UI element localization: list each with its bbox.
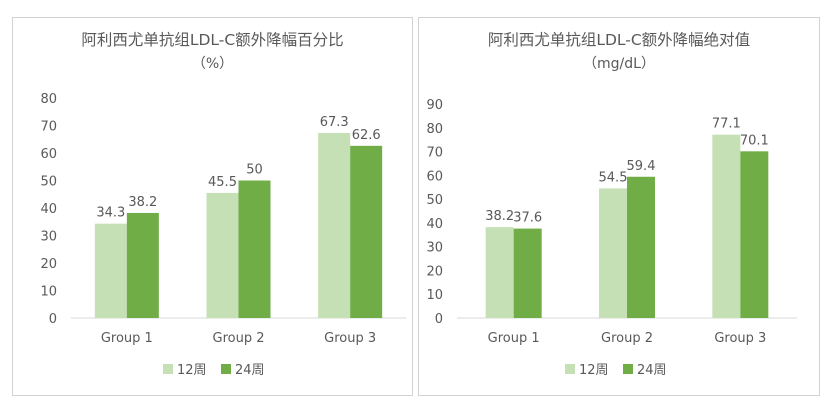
x-tick-label: Group 2 <box>213 331 265 346</box>
chart-title-text: 阿利西尤单抗组LDL-C额外降幅绝对值 <box>487 31 751 49</box>
chart-panel-percent: 阿利西尤单抗组LDL-C额外降幅百分比 （%） 0 10 20 30 40 50 60 70 8… <box>12 17 413 396</box>
bar-24w <box>627 176 655 318</box>
y-tick-label: 70 <box>426 146 443 161</box>
data-label: 38.2 <box>128 195 157 210</box>
chart-title-text: 阿利西尤单抗组LDL-C额外降幅百分比 <box>81 31 344 49</box>
chart-title: 阿利西尤单抗组LDL-C额外降幅绝对值 （mg/dL） <box>419 28 819 76</box>
bar-12w <box>712 134 741 318</box>
bar-12w <box>206 192 239 318</box>
x-tick-label: Group 1 <box>101 331 153 346</box>
bar-24w <box>740 151 769 318</box>
y-tick-label: 10 <box>40 285 57 300</box>
x-tick-label: Group 1 <box>488 331 540 346</box>
y-tick-label: 20 <box>40 257 57 272</box>
legend-label: 24周 <box>235 363 265 378</box>
bar-chart-absolute: 0 10 20 30 40 50 60 70 80 90 38.2 37.6 Group 1 54.559… <box>426 98 797 378</box>
chart-subtitle-text: （%） <box>191 56 234 72</box>
y-tick-label: 40 <box>426 217 443 232</box>
data-label: 59.4 <box>627 159 656 174</box>
bar-24w <box>126 212 159 318</box>
bar-24w <box>350 145 383 318</box>
y-tick-label: 20 <box>426 264 443 279</box>
bar-12w <box>599 188 627 318</box>
data-label: 37.6 <box>513 211 542 226</box>
data-label: 67.3 <box>320 115 349 130</box>
legend-swatch <box>163 364 173 374</box>
y-tick-label: 0 <box>435 312 443 327</box>
y-tick-label: 80 <box>40 92 57 107</box>
data-label: 50 <box>246 163 263 178</box>
y-tick-label: 50 <box>426 193 443 208</box>
y-tick-label: 50 <box>40 175 57 190</box>
chart-panel-absolute: 阿利西尤单抗组LDL-C额外降幅绝对值 （mg/dL） 0 10 20 30 40 50 6… <box>418 17 820 396</box>
legend-label: 12周 <box>177 363 207 378</box>
data-label: 54.5 <box>599 170 628 185</box>
bar-12w <box>94 223 127 318</box>
data-label: 62.6 <box>352 128 381 143</box>
chart-subtitle-text: （mg/dL） <box>583 56 655 72</box>
legend-label: 12周 <box>579 363 609 378</box>
bar-24w <box>513 228 542 318</box>
y-tick-label: 80 <box>426 122 443 137</box>
data-label: 38.2 <box>485 209 514 224</box>
y-tick-label: 60 <box>426 169 443 184</box>
y-tick-label: 60 <box>40 147 57 162</box>
legend-label: 24周 <box>637 363 667 378</box>
data-label: 45.5 <box>208 175 237 190</box>
bar-12w <box>485 227 514 318</box>
chart-title: 阿利西尤单抗组LDL-C额外降幅百分比 （%） <box>13 28 412 76</box>
legend-swatch <box>221 364 231 374</box>
y-tick-label: 70 <box>40 120 57 135</box>
x-tick-label: Group 3 <box>714 331 766 346</box>
y-tick-label: 30 <box>40 230 57 245</box>
data-label: 77.1 <box>712 117 741 132</box>
bar-24w <box>238 180 271 318</box>
bar-12w <box>318 132 351 318</box>
y-tick-label: 0 <box>49 312 57 327</box>
y-tick-label: 30 <box>426 241 443 256</box>
data-label: 70.1 <box>740 133 769 148</box>
bar-chart-percent: 0 10 20 30 40 50 60 70 80 34.338.2 Group 1 45.5 50 Gr… <box>40 92 406 378</box>
x-tick-label: Group 2 <box>601 331 653 346</box>
data-label: 34.3 <box>96 206 125 221</box>
y-tick-label: 90 <box>426 98 443 113</box>
y-tick-label: 40 <box>40 202 57 217</box>
legend-swatch <box>565 364 575 374</box>
y-tick-label: 10 <box>426 288 443 303</box>
x-tick-label: Group 3 <box>324 331 376 346</box>
legend-swatch <box>623 364 633 374</box>
